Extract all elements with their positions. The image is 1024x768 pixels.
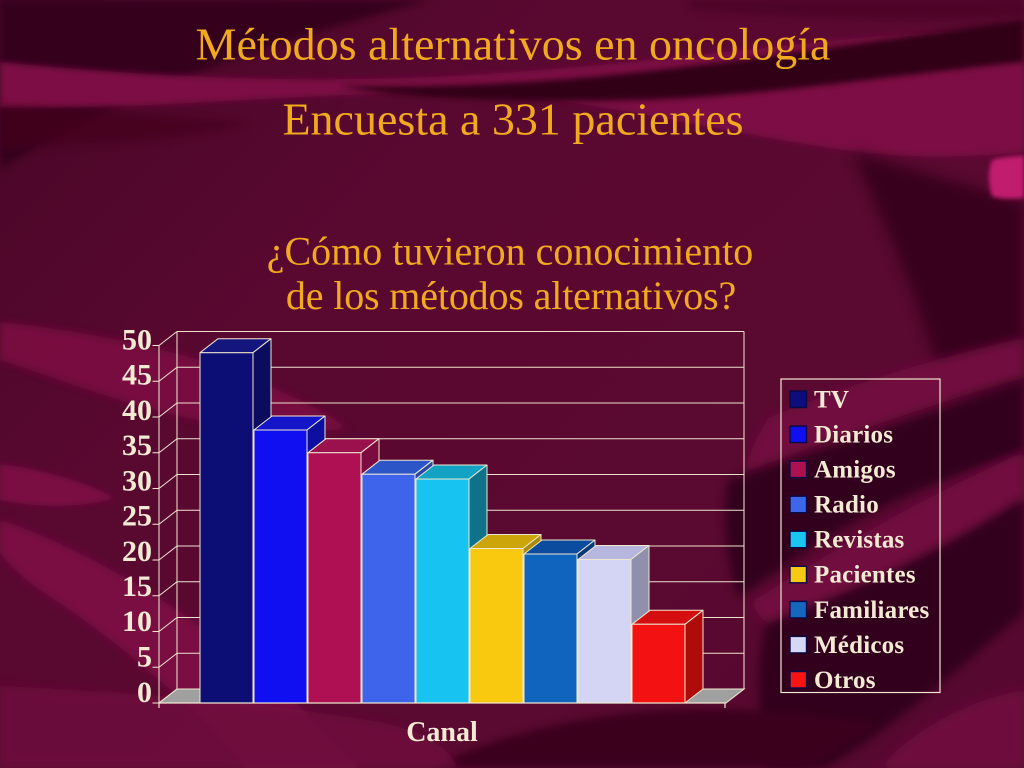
svg-text:35: 35 xyxy=(122,429,152,462)
svg-text:15: 15 xyxy=(122,570,152,603)
svg-text:TV: TV xyxy=(814,386,849,413)
svg-text:40: 40 xyxy=(122,394,152,427)
svg-text:20: 20 xyxy=(122,535,152,568)
svg-text:Familiares: Familiares xyxy=(814,597,929,624)
svg-text:Métodos alternativos en oncolo: Métodos alternativos en oncología xyxy=(196,19,831,70)
svg-text:Encuesta a 331 pacientes: Encuesta a 331 pacientes xyxy=(282,94,743,145)
svg-text:Médicos: Médicos xyxy=(814,632,904,659)
svg-text:Amigos: Amigos xyxy=(814,457,896,484)
svg-text:50: 50 xyxy=(122,323,152,356)
svg-text:10: 10 xyxy=(122,605,152,638)
svg-text:Revistas: Revistas xyxy=(814,527,905,554)
svg-text:Diarios: Diarios xyxy=(814,422,893,449)
svg-text:30: 30 xyxy=(122,464,152,497)
svg-text:Pacientes: Pacientes xyxy=(814,562,916,589)
svg-text:Canal: Canal xyxy=(406,717,478,748)
svg-text:5: 5 xyxy=(137,641,152,674)
svg-text:45: 45 xyxy=(122,359,152,392)
svg-text:Radio: Radio xyxy=(814,492,879,519)
svg-text:25: 25 xyxy=(122,500,152,533)
svg-text:de los métodos alternativos?: de los métodos alternativos? xyxy=(286,273,736,318)
svg-text:¿Cómo tuvieron conocimiento: ¿Cómo tuvieron conocimiento xyxy=(267,229,754,274)
svg-text:0: 0 xyxy=(137,676,152,709)
svg-text:Otros: Otros xyxy=(814,667,876,694)
